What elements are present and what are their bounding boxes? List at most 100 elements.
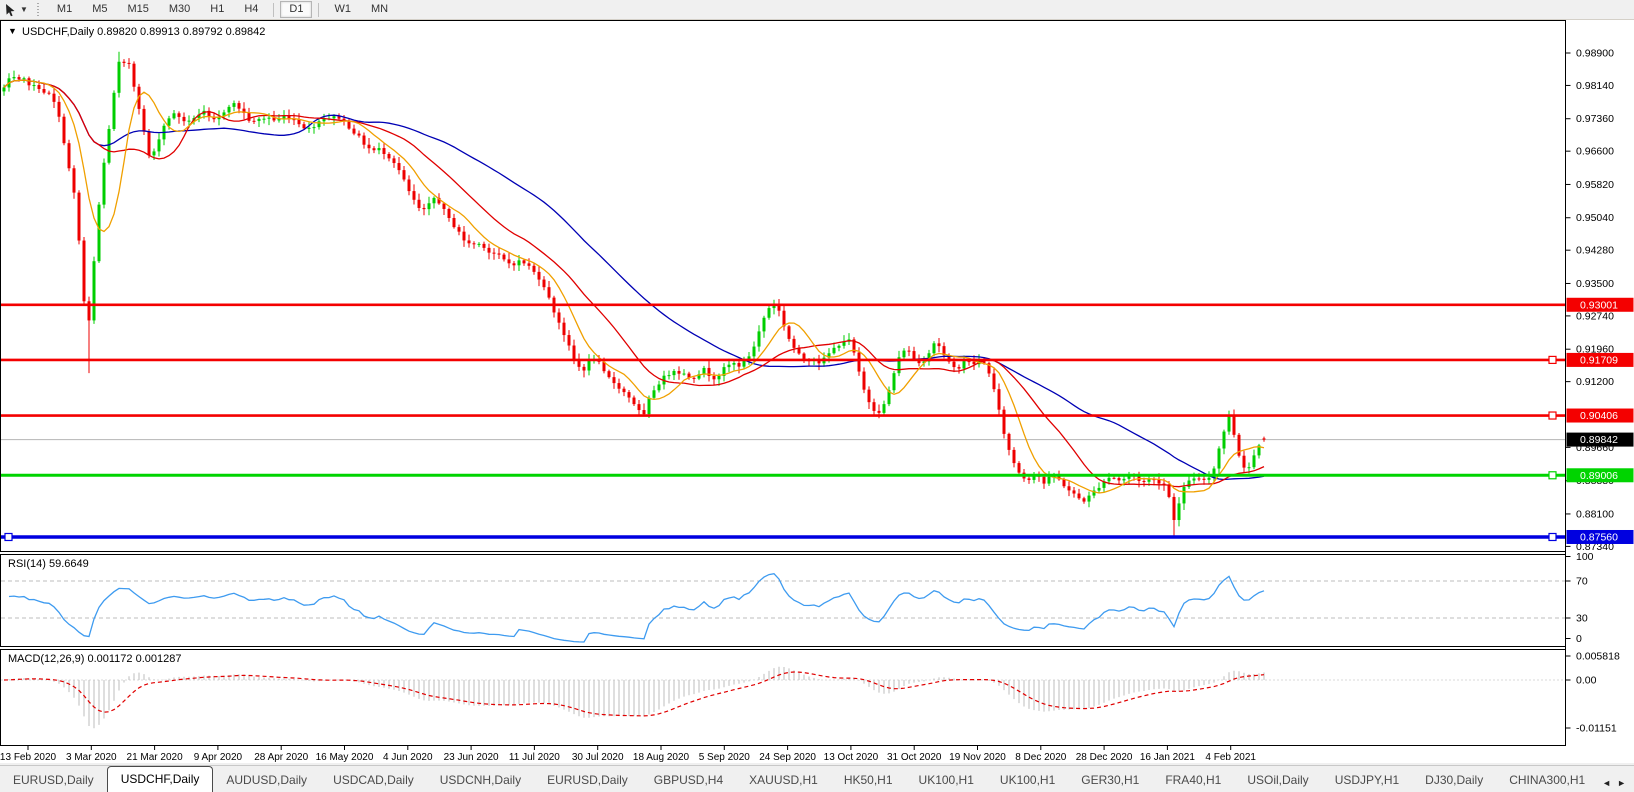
chart-tab-hk50-h1[interactable]: HK50,H1 xyxy=(843,773,893,787)
chart-tab-uk100-h1[interactable]: UK100,H1 xyxy=(918,773,974,787)
chart-tab-china300-h1[interactable]: CHINA300,H1 xyxy=(1509,773,1586,787)
macd-label: MACD(12,26,9) 0.001172 0.001287 xyxy=(8,653,181,665)
chart-title: ▼ USDCHF,Daily 0.89820 0.89913 0.89792 0.… xyxy=(8,26,265,38)
date-label: 28 Dec 2020 xyxy=(1076,752,1133,763)
level-price-badge: 0.87560 xyxy=(1566,529,1634,544)
svg-text:▼: ▼ xyxy=(8,26,17,36)
chart-tab-bar: EURUSD,Daily USDCHF,Daily AUDUSD,Daily USDC… xyxy=(0,765,1634,792)
svg-text:USDCHF,Daily 0.89820 0.89913: USDCHF,Daily 0.89820 0.89913 0.89792 0.8… xyxy=(22,26,265,38)
horizontal-level-lines[interactable] xyxy=(1,303,1565,542)
timeframe-button-H4[interactable]: H4 xyxy=(244,3,259,15)
rsi-line[interactable] xyxy=(8,572,1265,643)
date-label: 30 Jul 2020 xyxy=(572,752,624,763)
date-label: 9 Apr 2020 xyxy=(194,752,243,763)
svg-text:0.89006: 0.89006 xyxy=(1580,470,1618,482)
chart-window[interactable]: ▼ USDCHF,Daily 0.89820 0.89913 0.89792 0.… xyxy=(0,20,1634,763)
ma-slow-line[interactable] xyxy=(3,79,1265,481)
timeframe-button-M15[interactable]: M15 xyxy=(127,3,149,15)
chart-tab-audusd-daily[interactable]: AUDUSD,Daily xyxy=(226,773,308,787)
date-label: 24 Sep 2020 xyxy=(759,752,816,763)
cursor-tool-dropdown-icon[interactable]: ▼ xyxy=(20,5,28,14)
tab-scroll-right-icon[interactable]: ► xyxy=(1617,778,1626,788)
svg-text:0.93001: 0.93001 xyxy=(1580,299,1618,311)
timeframe-button-W1[interactable]: W1 xyxy=(334,3,351,15)
timeframe-button-M1[interactable]: M1 xyxy=(56,3,73,15)
date-label: 13 Feb 2020 xyxy=(0,752,57,763)
svg-text:0.96600: 0.96600 xyxy=(1576,146,1614,158)
toolbar-separator xyxy=(318,2,320,17)
timeframe-button-MN[interactable]: MN xyxy=(370,3,389,15)
svg-text:0.91200: 0.91200 xyxy=(1576,376,1614,388)
chart-tab-ger30-h1[interactable]: GER30,H1 xyxy=(1081,773,1140,787)
chart-tab-usdjpy-h1[interactable]: USDJPY,H1 xyxy=(1334,773,1400,787)
date-axis[interactable]: 13 Feb 2020 3 Mar 2020 21 Mar 2020 9 Apr 20… xyxy=(0,746,1256,763)
macd-pane xyxy=(0,649,1566,746)
chart-tab-uk100-h1[interactable]: UK100,H1 xyxy=(999,773,1056,787)
svg-text:0.92740: 0.92740 xyxy=(1576,310,1614,322)
date-label: 28 Apr 2020 xyxy=(254,752,308,763)
chart-tab-usdchf-daily[interactable]: USDCHF,Daily xyxy=(106,766,214,792)
level-price-badge: 0.89006 xyxy=(1566,468,1634,483)
rsi-scale-label: 30 xyxy=(1576,613,1588,625)
chart-tab-eurusd-daily[interactable]: EURUSD,Daily xyxy=(547,773,628,787)
date-label: 5 Sep 2020 xyxy=(699,752,751,763)
price-chart-canvas[interactable]: ▼ USDCHF,Daily 0.89820 0.89913 0.89792 0.… xyxy=(0,20,1634,763)
ma-mid-line[interactable] xyxy=(3,79,1265,488)
cursor-tool-icon[interactable] xyxy=(2,2,20,18)
svg-text:0.91960: 0.91960 xyxy=(1576,344,1614,356)
chart-tab-dj30-daily[interactable]: DJ30,Daily xyxy=(1425,773,1484,787)
timeframe-button-H1[interactable]: H1 xyxy=(210,3,225,15)
level-price-badge: 0.93001 xyxy=(1566,297,1634,312)
top-toolbar: ▼ M1 M5 M15 M30 H1 H4 D1 W1 MN xyxy=(0,0,1634,20)
date-label: 13 Oct 2020 xyxy=(824,752,879,763)
timeframe-button-M5[interactable]: M5 xyxy=(92,3,108,15)
date-label: 8 Dec 2020 xyxy=(1015,752,1067,763)
timeframe-button-M30[interactable]: M30 xyxy=(168,3,191,15)
rsi-label: RSI(14) 59.6649 xyxy=(8,558,89,570)
date-label: 31 Oct 2020 xyxy=(887,752,942,763)
date-label: 4 Feb 2021 xyxy=(1205,752,1256,763)
ma-fast-line[interactable] xyxy=(3,79,1265,494)
macd-signal-line[interactable] xyxy=(3,671,1265,717)
macd-scale-label: 0.005818 xyxy=(1576,651,1620,663)
rsi-scale-label: 70 xyxy=(1576,576,1588,588)
svg-text:0.90406: 0.90406 xyxy=(1580,410,1618,422)
chart-tabs: EURUSD,Daily USDCHF,Daily AUDUSD,Daily USDC… xyxy=(0,766,1598,792)
main-pane xyxy=(0,20,1566,552)
date-label: 11 Jul 2020 xyxy=(509,752,560,763)
svg-text:0.94280: 0.94280 xyxy=(1576,245,1614,257)
chart-tab-usoil-daily[interactable]: USOil,Daily xyxy=(1247,773,1309,787)
toolbar-separator xyxy=(273,2,275,17)
chart-tab-eurusd-daily[interactable]: EURUSD,Daily xyxy=(13,773,94,787)
price-axis[interactable]: 0.98900 0.98140 0.97360 0.96600 0.95820 0.950… xyxy=(1565,21,1634,746)
level-price-badge: 0.91709 xyxy=(1566,352,1634,367)
chart-tab-fra40-h1[interactable]: FRA40,H1 xyxy=(1165,773,1222,787)
svg-text:0.91709: 0.91709 xyxy=(1580,354,1618,366)
svg-text:0.97360: 0.97360 xyxy=(1576,113,1614,125)
date-label: 18 Aug 2020 xyxy=(633,752,690,763)
svg-text:0.98140: 0.98140 xyxy=(1576,80,1614,92)
date-label: 19 Nov 2020 xyxy=(949,752,1006,763)
svg-text:0.95820: 0.95820 xyxy=(1576,179,1614,191)
current-price-badge: 0.89842 xyxy=(1566,432,1634,447)
date-label: 16 May 2020 xyxy=(316,752,374,763)
toolbar-grip-handle[interactable] xyxy=(35,2,41,17)
tab-scroll-left-icon[interactable]: ◄ xyxy=(1602,778,1612,788)
chart-tab-xauusd-h1[interactable]: XAUUSD,H1 xyxy=(749,773,818,787)
svg-text:0.89842: 0.89842 xyxy=(1580,434,1618,446)
chart-tab-usdcnh-daily[interactable]: USDCNH,Daily xyxy=(439,773,522,787)
chart-tab-usdcad-daily[interactable]: USDCAD,Daily xyxy=(333,773,414,787)
date-label: 23 Jun 2020 xyxy=(444,752,499,763)
chart-tab-gbpusd-h4[interactable]: GBPUSD,H4 xyxy=(653,773,724,787)
macd-scale-label: 0.00 xyxy=(1576,675,1597,687)
date-label: 16 Jan 2021 xyxy=(1140,752,1195,763)
rsi-scale-label: 0 xyxy=(1576,633,1582,645)
timeframe-button-D1[interactable]: D1 xyxy=(280,1,313,18)
date-label: 3 Mar 2020 xyxy=(66,752,117,763)
svg-text:0.95040: 0.95040 xyxy=(1576,212,1614,224)
macd-scale-label: -0.01151 xyxy=(1576,723,1617,735)
date-label: 4 Jun 2020 xyxy=(383,752,433,763)
svg-text:0.98900: 0.98900 xyxy=(1576,48,1614,60)
svg-text:0.88100: 0.88100 xyxy=(1576,508,1614,520)
rsi-pane xyxy=(0,554,1566,647)
